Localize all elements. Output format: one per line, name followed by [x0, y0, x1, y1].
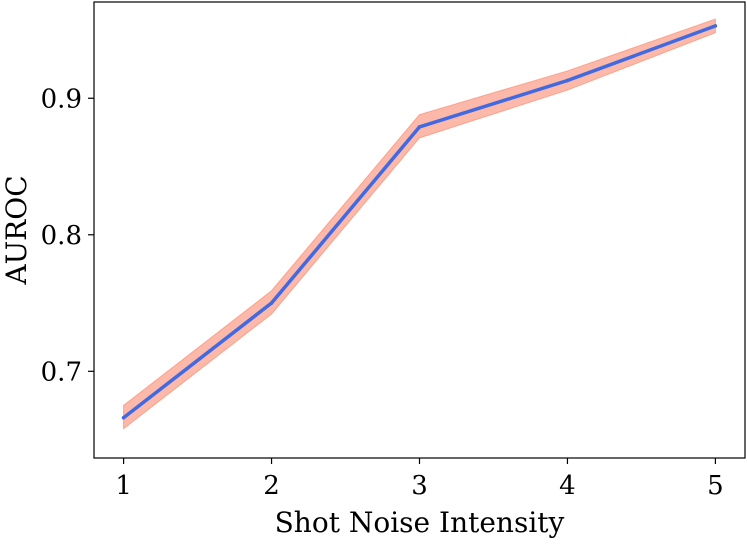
x-tick-label: 1 [115, 471, 132, 501]
data-point [713, 24, 718, 28]
confidence-band-0 [123, 18, 716, 430]
y-axis-label: AUROC [0, 175, 33, 285]
data-point [417, 125, 422, 129]
x-tick-label: 4 [559, 471, 576, 501]
data-point [269, 301, 274, 305]
y-tick-label: 0.7 [41, 357, 82, 387]
y-tick-label: 0.8 [41, 221, 82, 251]
data-point [121, 416, 126, 420]
x-axis-label: Shot Noise Intensity [275, 506, 565, 539]
x-tick-label: 2 [263, 471, 280, 501]
series-line-segment [565, 24, 718, 83]
data-point [565, 78, 570, 83]
x-tick-label: 3 [411, 471, 428, 501]
series-line-layer [121, 24, 718, 420]
confidence-band-layer [123, 18, 716, 430]
plot-frame [93, 1, 746, 459]
x-tick-label: 5 [707, 471, 724, 501]
series-line-segment [269, 125, 422, 305]
y-tick-label: 0.9 [41, 84, 82, 114]
series-line-segment [417, 78, 570, 129]
tick-layer: 1 2 3 4 5 0.7 0.8 0.9 [41, 84, 724, 501]
series-line-segment [121, 301, 274, 420]
